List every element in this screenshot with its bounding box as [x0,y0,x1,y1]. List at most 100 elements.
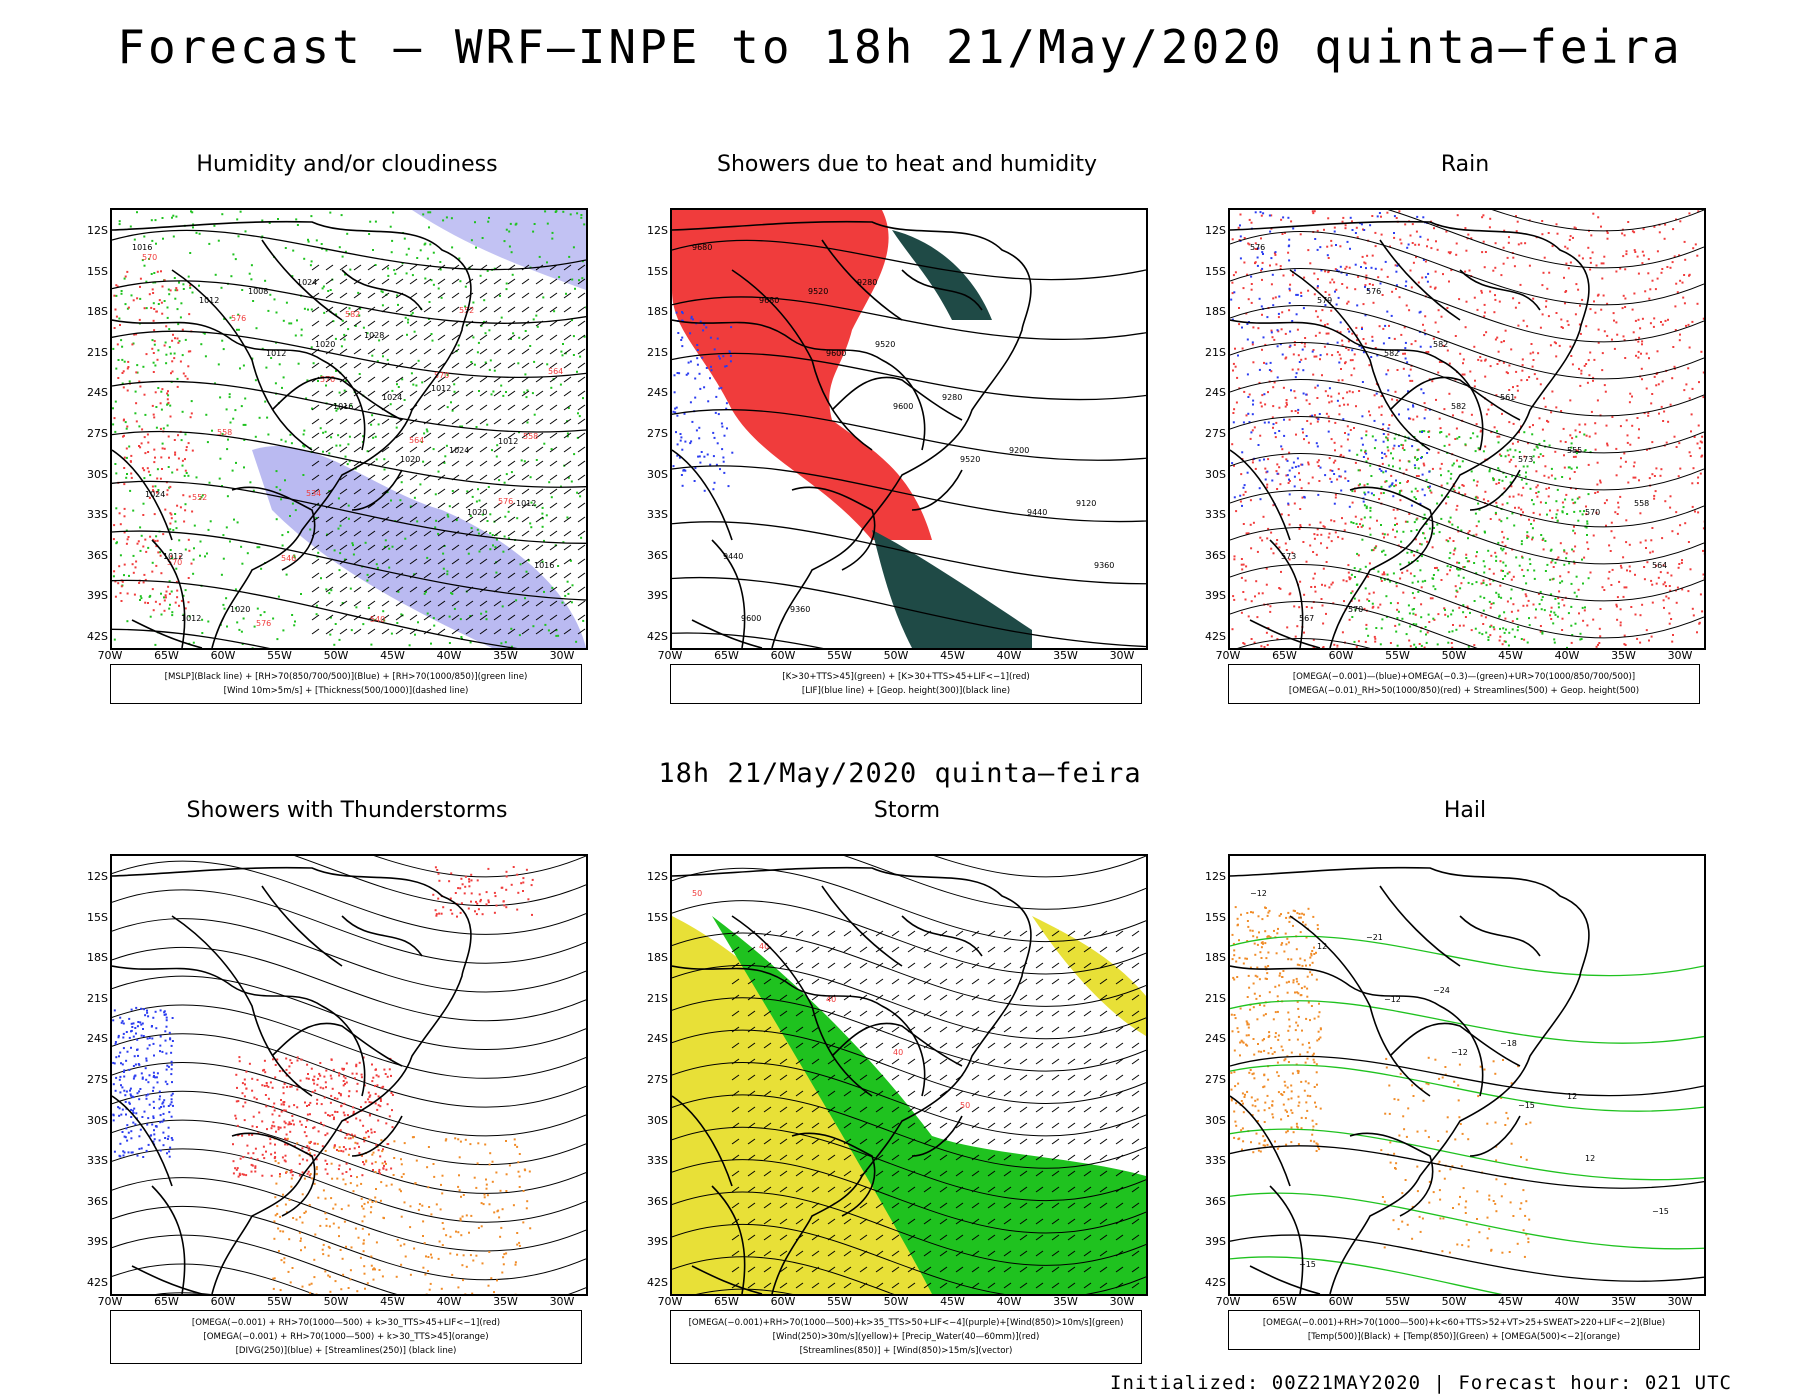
contour-label: 1024 [297,278,317,287]
lat-tick-label: 24S [87,386,108,400]
thunder-orange-area [272,1136,532,1294]
showers-green-area [892,230,992,320]
lon-tick-label: 30W [1667,649,1693,662]
lon-tick-label: 70W [657,1295,683,1308]
lon-tick-label: 35W [1611,649,1636,662]
lon-tick-label: 40W [436,649,462,662]
contour-label: 9280 [857,278,877,287]
lon-tick-label: 65W [154,649,179,662]
legend-humidity: [MSLP](Black line) + [RH>70(850/700/500)… [110,664,582,704]
lat-tick-label: 30S [647,467,668,481]
lon-tick-label: 55W [1385,649,1410,662]
contour-label: −15 [1518,1101,1535,1110]
contour-label: 1016 [132,243,152,252]
rain-blue-area [1230,211,1432,508]
thickness-label: 546 [281,554,296,563]
lon-tick-label: 65W [1272,1295,1297,1308]
lat-tick-label: 33S [1205,1154,1226,1168]
lat-tick-label: 18S [87,951,108,965]
contour-label: 9200 [1009,446,1029,455]
contour-label: 9360 [790,605,810,614]
contour-label: 1020 [230,605,250,614]
contour-label: 9520 [960,455,980,464]
thickness-label: 552 [459,306,474,315]
lon-tick-label: 55W [1385,1295,1410,1308]
contour-label: 9280 [942,393,962,402]
contour-label: 1012 [266,349,286,358]
lat-tick-label: 42S [647,630,668,643]
legend-rain: [OMEGA(−0.001)—(blue)+OMEGA(−0.3)—(green… [1228,664,1700,704]
lat-tick-label: 42S [647,1276,668,1289]
legend-line: [LIF](blue line) + [Geop. height(300)](b… [801,686,1011,696]
panel-title-showers: Showers due to heat and humidity [716,152,1098,177]
lon-tick-label: 50W [323,649,349,662]
lat-tick-label: 39S [647,1235,668,1249]
lon-tick-label: 60W [1328,649,1354,662]
contour-label: 9360 [1094,561,1114,570]
legend-line: [OMEGA(−0.01)_RH>50(1000/850)(red) + Str… [1288,686,1640,696]
lat-tick-label: 27S [1205,427,1226,440]
contour-label: 1012 [163,552,183,561]
legend-line: [Wind 10m>5m/s] + [Thickness(500/1000)](… [223,686,469,696]
thickness-label: 540 [370,615,385,624]
contour-label: 1016 [333,402,353,411]
legend-line: [Temp(500)](Black) + [Temp(850)](Green) … [1307,1332,1621,1342]
lat-tick-label: 36S [87,548,108,562]
lon-tick-label: 35W [1611,1295,1636,1308]
coastline-borders [1230,866,1590,1294]
contour-label: 573 [1281,552,1296,561]
contour-label: 1012 [516,499,536,508]
thickness-label: 534 [306,489,321,498]
lat-tick-label: 30S [1205,467,1226,481]
lon-tick-label: 55W [267,1295,292,1308]
contour-lines [112,229,586,648]
lat-tick-label: 42S [1205,630,1226,643]
lat-tick-label: 21S [647,991,668,1005]
streamlines [1230,210,1704,648]
lon-tick-label: 60W [210,1295,236,1308]
contour-label: 9120 [1076,499,1096,508]
lon-tick-label: 60W [770,649,796,662]
map-showers: 9680 9680 9600 9600 9520 9440 9360 9600 9520 9520… [670,208,1148,650]
panel-title-rain: Rain [1440,152,1490,177]
thickness-label: 564 [548,367,563,376]
main-title: Forecast — WRF—INPE to 18h 21/May/2020 q… [117,20,1683,74]
lon-tick-label: 40W [996,1295,1022,1308]
contour-label: 582 [1384,349,1399,358]
contour-label: 9520 [875,340,895,349]
contour-label: 1020 [467,508,487,517]
contour-label: 561 [1500,393,1515,402]
thickness-label: 552 [192,493,207,502]
map-thunder [110,854,588,1296]
lon-tick-label: 45W [1498,1295,1523,1308]
lat-tick-label: 33S [647,508,668,522]
contour-label: 567 [1299,614,1314,623]
lat-tick-label: 18S [1205,951,1226,965]
wind250-yellow-area [1032,916,1146,1036]
panel-title-thunder: Showers with Thunderstorms [186,798,508,823]
lif-blue-lines [672,311,734,492]
lon-tick-label: 30W [1109,1295,1135,1308]
contour-label: 40 [759,942,769,951]
contour-label: 9680 [692,243,712,252]
lon-tick-label: 35W [493,649,518,662]
showers-green-area [872,530,1032,648]
contour-label: 1012 [431,384,451,393]
contour-label: 1024 [449,446,469,455]
contour-label: 1008 [248,287,268,296]
omega-orange-area [1380,1056,1532,1258]
lat-tick-label: 12S [647,870,668,883]
lat-tick-label: 24S [1205,386,1226,400]
lon-tick-label: 35W [1053,1295,1078,1308]
contour-label: 1024 [145,490,165,499]
lat-tick-label: 36S [87,1194,108,1208]
streamlines [112,856,586,1294]
lon-tick-label: 40W [996,649,1022,662]
thunder-red-area [432,866,534,918]
lon-tick-label: 55W [267,649,292,662]
lat-tick-label: 27S [647,427,668,440]
lat-tick-label: 24S [87,1032,108,1046]
contour-label: 1020 [400,455,420,464]
lon-tick-label: 70W [1215,649,1241,662]
contour-label: −21 [1366,933,1383,942]
